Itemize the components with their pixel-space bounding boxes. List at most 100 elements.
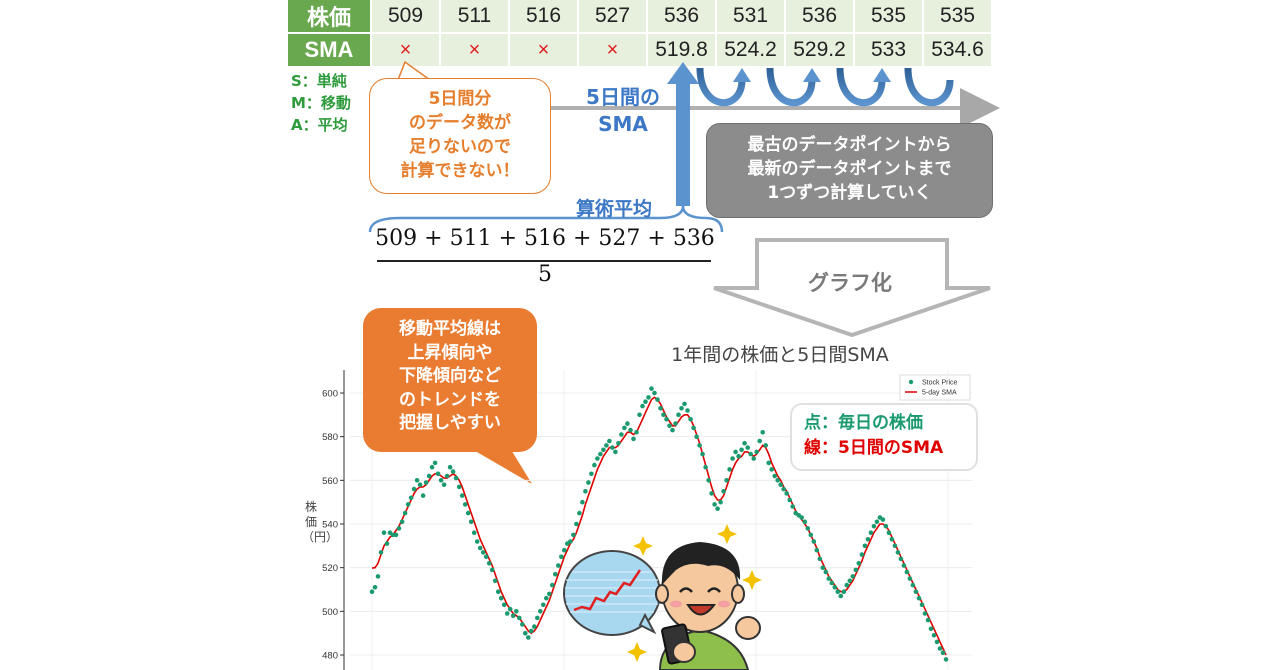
price-point	[562, 547, 567, 553]
price-point	[504, 611, 510, 616]
price-point	[643, 399, 648, 405]
price-point	[649, 386, 654, 391]
price-point	[501, 602, 507, 608]
price-point	[748, 451, 753, 457]
sma-line	[371, 396, 947, 656]
price-point	[835, 589, 841, 594]
price-point	[592, 462, 597, 468]
price-point	[808, 532, 814, 538]
price-cell: 536	[647, 0, 717, 34]
price-point	[447, 464, 453, 470]
price-point	[396, 526, 402, 531]
price-point	[799, 515, 804, 520]
price-cell: 535	[854, 0, 924, 34]
price-point	[733, 449, 738, 455]
price-point	[679, 406, 684, 411]
price-point	[480, 550, 486, 555]
price-point	[844, 582, 850, 588]
price-point	[724, 478, 729, 483]
price-point	[625, 421, 630, 426]
price-point	[895, 550, 901, 555]
price-point	[604, 443, 609, 448]
sma-cell: 519.8	[647, 33, 717, 68]
price-point	[913, 589, 919, 594]
price-point	[838, 593, 844, 599]
price-row: 株価 509 511 516 527 536 531 536 535 535	[288, 0, 993, 34]
chart-legend: Stock Price 5-day SMA	[899, 374, 971, 401]
price-point	[526, 635, 531, 640]
price-point	[676, 412, 681, 418]
price-point	[670, 427, 675, 433]
sma-row: SMA × × × × 519.8 524.2 529.2 533 534.6	[288, 33, 993, 68]
price-point	[826, 576, 832, 581]
price-point	[568, 539, 573, 544]
graph-down-arrow	[713, 238, 991, 338]
price-point	[907, 576, 913, 581]
price-point	[931, 633, 937, 638]
price-point	[727, 467, 732, 472]
price-point	[444, 473, 450, 479]
price-point	[381, 530, 387, 535]
price-sma-table: 株価 509 511 516 527 536 531 536 535 535 S…	[288, 0, 993, 68]
price-point	[640, 403, 645, 409]
loop-arrowheads	[733, 68, 891, 82]
price-point	[426, 473, 432, 479]
price-point	[721, 489, 726, 494]
sparkle-icon	[627, 642, 647, 662]
price-point	[700, 451, 705, 457]
price-point	[429, 464, 435, 470]
price-point	[892, 543, 898, 549]
price-cell: 509	[371, 0, 441, 34]
price-point	[495, 589, 501, 594]
loop-arrows	[696, 67, 954, 107]
price-point	[628, 427, 633, 433]
price-cell: 536	[785, 0, 855, 34]
price-point	[372, 585, 378, 590]
price-point	[742, 440, 747, 446]
y-tick-label: 560	[322, 476, 338, 487]
price-point	[904, 569, 910, 575]
price-point	[757, 438, 762, 444]
price-point	[859, 552, 865, 557]
price-point	[459, 493, 465, 498]
price-point	[510, 613, 516, 618]
price-point	[868, 530, 874, 535]
price-point	[658, 406, 663, 411]
price-point	[865, 537, 871, 542]
price-point	[378, 550, 384, 555]
price-point	[556, 563, 561, 568]
price-point	[646, 395, 651, 400]
price-point	[856, 561, 862, 566]
price-cell: 535	[923, 0, 993, 34]
price-point	[486, 561, 492, 566]
price-cell: 516	[509, 0, 579, 34]
price-point	[790, 504, 795, 509]
price-point	[937, 646, 943, 651]
price-cell: 531	[716, 0, 786, 34]
price-point	[483, 554, 489, 560]
person-fist	[735, 616, 761, 640]
price-point	[688, 416, 693, 422]
price-point	[408, 495, 414, 501]
price-point	[772, 473, 777, 479]
price-point	[637, 412, 642, 418]
price-point	[492, 578, 498, 584]
price-point	[718, 499, 723, 505]
abbr-m: M：移動	[291, 94, 351, 112]
sparkle-icon	[717, 524, 737, 544]
price-point	[438, 478, 444, 483]
price-point	[574, 521, 579, 527]
price-point	[435, 471, 441, 477]
price-point	[871, 523, 877, 529]
price-point	[889, 537, 895, 542]
price-point	[462, 502, 468, 507]
price-point	[622, 425, 627, 431]
price-point	[523, 630, 528, 636]
price-point	[886, 530, 892, 535]
price-point	[769, 467, 774, 472]
price-point	[901, 563, 907, 568]
price-points	[369, 386, 949, 662]
price-point	[498, 595, 504, 601]
price-point	[489, 567, 495, 573]
y-tick-label: 520	[322, 563, 338, 574]
